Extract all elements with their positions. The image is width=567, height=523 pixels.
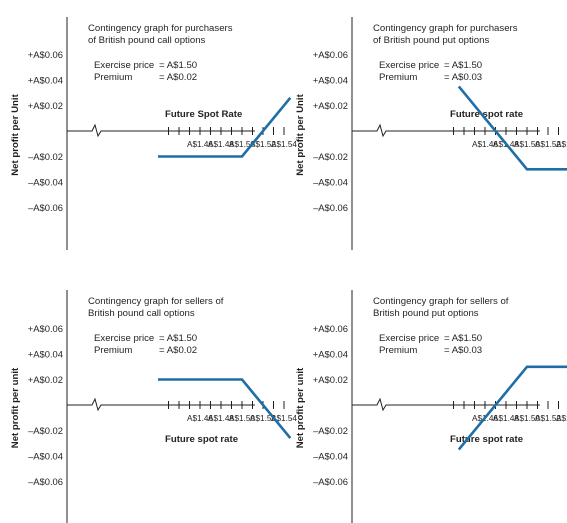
param-label: Premium	[379, 345, 417, 356]
y-tick-label: –A$0.06	[313, 202, 348, 213]
param-value: = A$1.50	[444, 333, 482, 344]
y-tick-label: –A$0.02	[28, 151, 63, 162]
chart-panel-3: +A$0.06 +A$0.04 +A$0.02 –A$0.02 –A$0.04 –A$0.…	[10, 290, 297, 523]
x-tick-label: A$1.46	[187, 140, 213, 149]
param-value: = A$1.50	[159, 333, 197, 344]
x-tick-label: A$1.48	[493, 414, 519, 423]
x-axis-label: Future spot rate	[450, 109, 523, 120]
y-tick-label: –A$0.04	[313, 177, 348, 188]
payoff-line	[158, 96, 292, 158]
x-tick-label: A$1.46	[472, 140, 498, 149]
y-tick-label: –A$0.04	[28, 451, 63, 462]
x-tick-label: A$1.54	[271, 414, 297, 423]
y-tick-label: +A$0.04	[28, 75, 63, 86]
y-tick-label: –A$0.06	[313, 476, 348, 487]
x-tick-label: A$1.50	[229, 140, 255, 149]
x-tick-label: A$1.50	[514, 140, 540, 149]
x-axis-label: Future Spot Rate	[165, 109, 242, 120]
y-axis-label: Net profit per unit	[10, 367, 21, 448]
y-tick-label: +A$0.06	[28, 323, 63, 334]
chart-title: British pound put options	[373, 308, 479, 319]
param-label: Exercise price	[94, 60, 154, 71]
x-tick-label: A$1.48	[208, 414, 234, 423]
payoff-line	[158, 378, 292, 439]
chart-panel-1: +A$0.06 +A$0.04 +A$0.02 –A$0.02 –A$0.04 –A$0.…	[10, 17, 297, 250]
x-tick-label: A$1.50	[229, 414, 255, 423]
x-tick-label: A$1.54	[556, 414, 567, 423]
y-tick-label: +A$0.02	[313, 100, 348, 111]
y-tick-label: +A$0.06	[313, 49, 348, 60]
y-tick-label: –A$0.04	[313, 451, 348, 462]
param-value: = A$1.50	[444, 60, 482, 71]
chart-title: British pound call options	[88, 308, 195, 319]
param-label: Exercise price	[379, 333, 439, 344]
chart-title: of British pound call options	[88, 35, 206, 46]
chart-title: Contingency graph for purchasers	[373, 23, 518, 34]
param-label: Premium	[379, 72, 417, 83]
chart-title: Contingency graph for purchasers	[88, 23, 233, 34]
y-tick-label: +A$0.06	[313, 323, 348, 334]
y-tick-label: +A$0.04	[313, 349, 348, 360]
chart-panel-4: +A$0.06 +A$0.04 +A$0.02 –A$0.02 –A$0.04 –A$0.…	[295, 290, 567, 523]
x-axis-label: Future spot rate	[450, 434, 523, 445]
y-tick-label: –A$0.02	[28, 425, 63, 436]
param-label: Exercise price	[94, 333, 154, 344]
param-value: = A$0.03	[444, 72, 482, 83]
x-tick-label: A$1.52	[250, 414, 276, 423]
param-label: Premium	[94, 345, 132, 356]
param-label: Premium	[94, 72, 132, 83]
y-tick-label: –A$0.06	[28, 476, 63, 487]
param-label: Exercise price	[379, 60, 439, 71]
y-tick-label: +A$0.02	[313, 374, 348, 385]
payoff-line	[457, 365, 567, 451]
x-tick-label: A$1.50	[514, 414, 540, 423]
payoff-line	[457, 85, 567, 171]
param-value: = A$0.02	[159, 345, 197, 356]
x-tick-label: A$1.54	[556, 140, 567, 149]
y-tick-label: –A$0.04	[28, 177, 63, 188]
x-axis	[352, 123, 540, 138]
y-axis-label: Net profit per Unit	[295, 93, 306, 175]
x-axis	[352, 397, 540, 412]
y-tick-label: +A$0.02	[28, 100, 63, 111]
x-tick-label: A$1.52	[535, 140, 561, 149]
y-tick-label: +A$0.02	[28, 374, 63, 385]
param-value: = A$1.50	[159, 60, 197, 71]
y-tick-label: +A$0.06	[28, 49, 63, 60]
y-tick-label: –A$0.02	[313, 151, 348, 162]
y-tick-label: –A$0.02	[313, 425, 348, 436]
param-value: = A$0.03	[444, 345, 482, 356]
y-tick-label: +A$0.04	[28, 349, 63, 360]
chart-panel-2: +A$0.06 +A$0.04 +A$0.02 –A$0.02 –A$0.04 –A$0.…	[295, 17, 567, 250]
y-axis-label: Net profit per unit	[295, 367, 306, 448]
y-tick-label: –A$0.06	[28, 202, 63, 213]
x-tick-label: A$1.48	[208, 140, 234, 149]
x-tick-label: A$1.46	[187, 414, 213, 423]
x-tick-label: A$1.54	[271, 140, 297, 149]
y-tick-label: +A$0.04	[313, 75, 348, 86]
x-axis	[67, 397, 255, 412]
chart-title: Contingency graph for sellers of	[373, 296, 509, 307]
chart-title: of British pound put options	[373, 35, 489, 46]
x-tick-label: A$1.52	[535, 414, 561, 423]
chart-title: Contingency graph for sellers of	[88, 296, 224, 307]
x-axis	[67, 123, 255, 138]
x-tick-label: A$1.52	[250, 140, 276, 149]
y-axis-label: Net profit per Unit	[10, 93, 21, 175]
x-axis-label: Future spot rate	[165, 434, 238, 445]
param-value: = A$0.02	[159, 72, 197, 83]
